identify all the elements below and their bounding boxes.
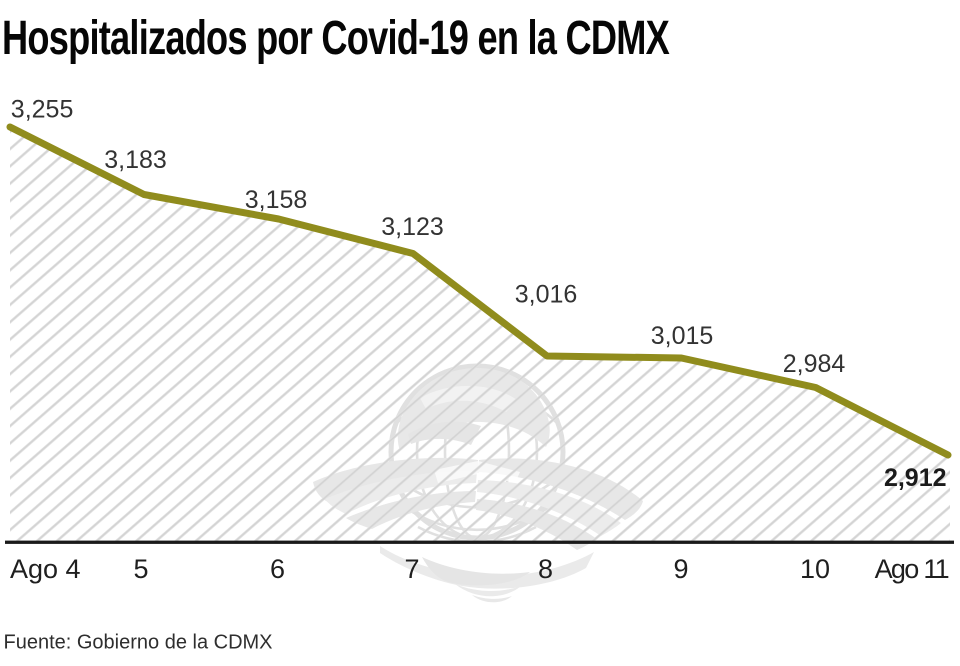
svg-text:3,016: 3,016 — [515, 281, 578, 309]
svg-text:8: 8 — [538, 554, 553, 584]
svg-text:2,912: 2,912 — [884, 464, 947, 492]
svg-text:6: 6 — [270, 554, 285, 584]
svg-text:2,984: 2,984 — [783, 350, 846, 378]
svg-text:3,255: 3,255 — [11, 96, 74, 124]
svg-text:Ago 11: Ago 11 — [875, 554, 949, 584]
svg-text:5: 5 — [133, 554, 148, 584]
svg-text:3,015: 3,015 — [651, 322, 714, 350]
svg-text:3,158: 3,158 — [245, 186, 308, 214]
svg-text:3,183: 3,183 — [104, 146, 167, 174]
svg-text:3,123: 3,123 — [381, 213, 444, 241]
svg-text:Fuente: Gobierno de la CDMX: Fuente: Gobierno de la CDMX — [4, 632, 273, 654]
svg-text:7: 7 — [404, 554, 419, 584]
svg-text:9: 9 — [673, 554, 688, 584]
svg-text:10: 10 — [800, 554, 830, 584]
svg-text:Ago 4: Ago 4 — [10, 554, 81, 584]
